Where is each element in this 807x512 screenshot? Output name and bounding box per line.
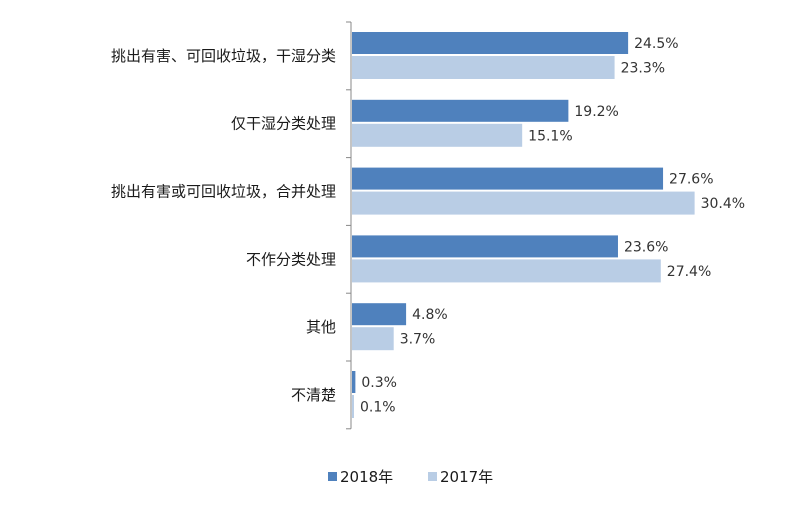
category-label: 仅干湿分类处理: [231, 115, 336, 133]
bar-2018: [352, 32, 629, 54]
data-label: 15.1%: [528, 128, 572, 144]
bar-2018: [352, 99, 569, 122]
legend-label: 2018年: [340, 468, 393, 486]
bar-2017: [352, 395, 354, 418]
legend-swatch-2018: [328, 472, 337, 481]
data-label: 0.1%: [360, 400, 396, 416]
data-label: 0.3%: [361, 375, 397, 391]
data-label: 19.2%: [574, 104, 618, 120]
category-label: 挑出有害、可回收垃圾，干湿分类: [111, 47, 336, 65]
category-label: 挑出有害或可回收垃圾，合并处理: [111, 183, 336, 201]
data-label: 23.6%: [624, 239, 668, 255]
bar-2018: [352, 303, 407, 326]
bar-2017: [352, 327, 394, 351]
data-label: 30.4%: [701, 196, 745, 212]
category-label: 不清楚: [291, 386, 336, 404]
category-label: 其他: [306, 318, 336, 336]
data-label: 27.4%: [667, 264, 711, 280]
bar-2018: [352, 167, 664, 190]
data-label: 24.5%: [634, 36, 678, 52]
bar-2017: [352, 123, 523, 147]
legend-swatch-2017: [428, 472, 437, 481]
bar-2017: [352, 191, 695, 215]
category-label: 不作分类处理: [246, 250, 336, 268]
data-label: 3.7%: [400, 332, 436, 348]
bar-2018: [352, 371, 356, 393]
data-label: 4.8%: [412, 307, 448, 323]
data-label: 23.3%: [621, 61, 665, 77]
bar-2018: [352, 235, 618, 258]
legend-label: 2017年: [440, 468, 493, 486]
bar-2017: [352, 259, 661, 283]
data-label: 27.6%: [669, 172, 713, 188]
bar-2017: [352, 56, 615, 79]
